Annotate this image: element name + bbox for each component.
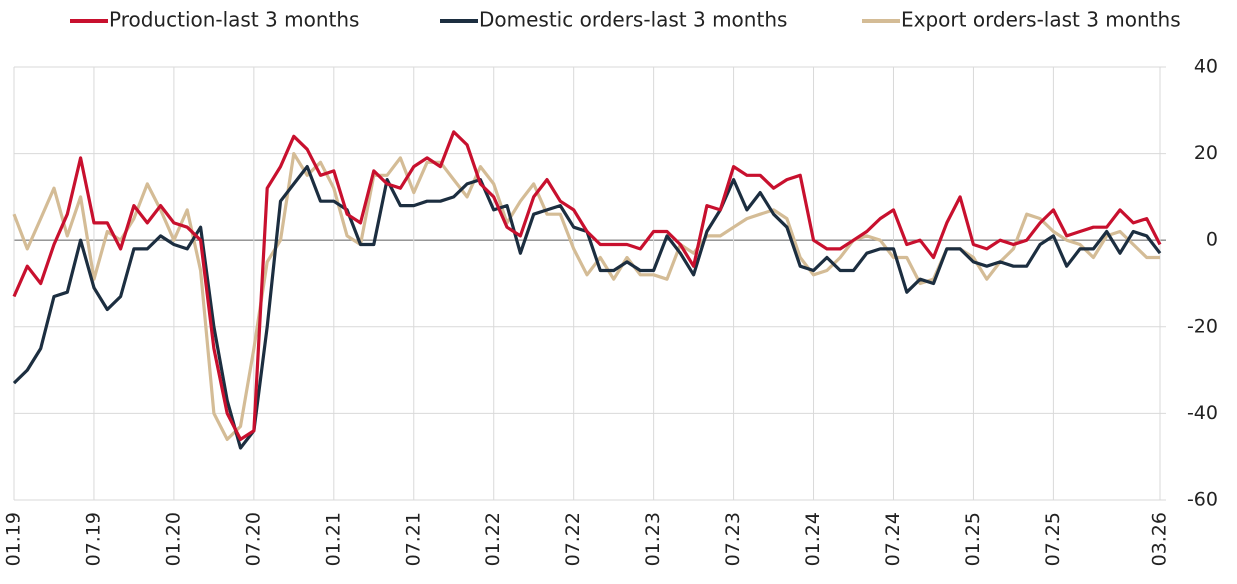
series-line	[12, 152, 1160, 441]
x-tick-label: 01.23	[642, 512, 664, 566]
x-tick-label: 07.23	[722, 512, 744, 566]
x-tick-label: 03.26	[1149, 512, 1171, 566]
x-tick-label: 07.24	[882, 512, 904, 566]
legend-label: Export orders-last 3 months	[901, 8, 1181, 32]
x-tick-label: 01.25	[962, 512, 984, 566]
y-tick-label: -60	[1187, 489, 1218, 511]
x-tick-label: 07.25	[1042, 512, 1064, 566]
series-line	[12, 130, 1162, 441]
y-tick-label: -40	[1187, 402, 1218, 424]
y-tick-label: 0	[1206, 229, 1218, 251]
y-tick-label: 20	[1194, 142, 1218, 164]
x-tick-label: 01.24	[802, 512, 824, 566]
x-tick-label: 07.21	[402, 512, 424, 566]
x-tick-label: 01.21	[322, 512, 344, 566]
y-tick-label: 40	[1194, 56, 1218, 78]
y-tick-label: -20	[1187, 315, 1218, 337]
x-tick-label: 07.20	[242, 512, 264, 566]
legend-label: Domestic orders-last 3 months	[479, 8, 787, 32]
x-tick-label: 01.20	[162, 512, 184, 566]
x-tick-label: 01.19	[3, 512, 25, 566]
x-tick-label: 01.22	[482, 512, 504, 566]
x-tick-label: 07.19	[82, 512, 104, 566]
series-line	[12, 165, 1162, 450]
x-tick-label: 07.22	[562, 512, 584, 566]
legend-label: Production-last 3 months	[109, 8, 359, 32]
